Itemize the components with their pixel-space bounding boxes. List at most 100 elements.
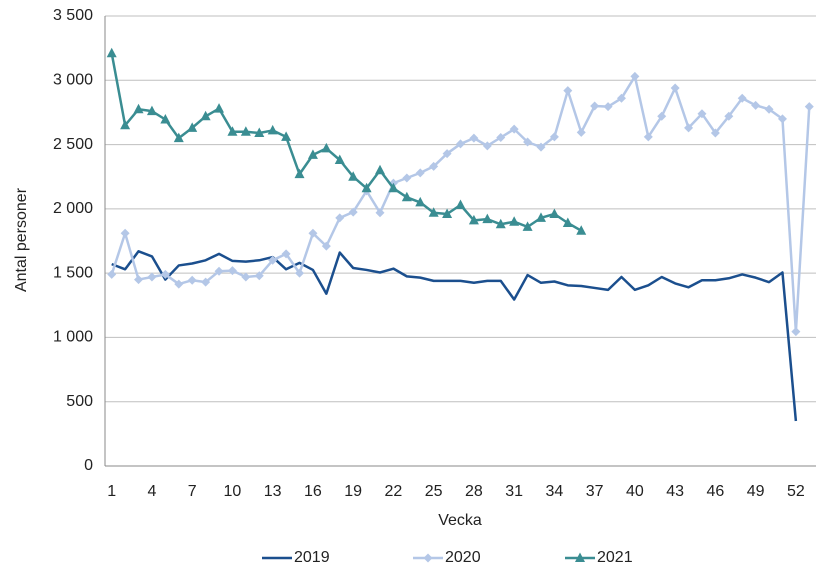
data-point — [456, 139, 465, 149]
data-point — [348, 207, 358, 217]
x-tick-label: 22 — [385, 483, 403, 500]
data-point — [562, 217, 573, 227]
data-point — [455, 199, 466, 209]
data-point — [147, 272, 157, 282]
legend-marker — [575, 552, 585, 562]
data-point — [106, 47, 117, 58]
x-tick-label: 4 — [147, 483, 156, 500]
data-point — [214, 266, 224, 276]
data-point — [267, 124, 278, 135]
data-point — [415, 196, 426, 207]
x-tick-label: 7 — [188, 483, 197, 500]
data-point — [482, 213, 493, 224]
data-point — [684, 123, 694, 133]
data-point — [307, 149, 318, 159]
x-tick-label: 43 — [666, 483, 684, 500]
data-point — [603, 102, 613, 112]
x-tick-label: 16 — [304, 483, 322, 500]
legend-label: 2020 — [445, 549, 481, 566]
data-point — [630, 71, 640, 81]
x-axis-label: Vecka — [438, 512, 482, 529]
data-point — [804, 102, 814, 112]
data-point — [535, 212, 546, 222]
data-point — [227, 266, 237, 276]
data-point — [294, 168, 305, 179]
data-point — [536, 142, 546, 152]
x-tick-label: 25 — [425, 483, 443, 500]
data-point — [590, 101, 600, 111]
y-axis-label: Antal personer — [13, 187, 30, 292]
data-point — [401, 191, 412, 202]
legend-label: 2019 — [294, 549, 330, 566]
data-point — [724, 111, 734, 121]
data-point — [509, 216, 520, 226]
data-point — [737, 93, 747, 103]
data-point — [120, 119, 131, 130]
data-point — [549, 132, 559, 142]
data-point — [415, 168, 425, 178]
data-point — [160, 114, 171, 124]
data-point — [173, 132, 184, 143]
y-tick-label: 0 — [84, 457, 93, 474]
data-point — [522, 221, 533, 231]
data-point — [240, 126, 251, 136]
data-point — [335, 213, 345, 223]
data-point — [321, 241, 331, 251]
x-tick-label: 28 — [465, 483, 483, 500]
x-tick-label: 49 — [747, 483, 765, 500]
x-tick-label: 31 — [505, 483, 523, 500]
data-point — [375, 208, 385, 218]
data-point — [321, 142, 332, 153]
data-point — [482, 141, 492, 151]
x-tick-label: 34 — [546, 483, 564, 500]
data-point — [509, 124, 519, 134]
x-tick-label: 19 — [344, 483, 362, 500]
data-point — [657, 111, 667, 121]
data-point — [469, 133, 479, 143]
data-point — [334, 154, 345, 164]
data-point — [281, 249, 291, 259]
y-tick-label: 3 000 — [53, 72, 93, 89]
y-tick-label: 2 500 — [53, 136, 93, 153]
data-point — [442, 149, 452, 159]
legend-marker — [423, 553, 433, 563]
data-point — [133, 103, 144, 114]
data-point — [388, 182, 399, 193]
data-point — [496, 133, 506, 142]
data-point — [348, 171, 359, 181]
data-point — [523, 137, 533, 147]
data-point — [549, 208, 560, 218]
data-point — [214, 103, 225, 113]
data-point — [791, 327, 801, 337]
y-tick-label: 2 000 — [53, 200, 93, 217]
data-point — [375, 164, 386, 175]
data-point — [751, 100, 761, 110]
legend-label: 2021 — [597, 549, 633, 566]
data-point — [402, 173, 412, 183]
data-point — [442, 208, 453, 218]
data-point — [576, 127, 586, 137]
data-point — [429, 161, 439, 171]
data-point — [710, 128, 720, 138]
data-point — [187, 275, 197, 285]
data-point — [160, 269, 170, 279]
data-point — [107, 269, 117, 279]
data-point — [563, 86, 573, 96]
data-point — [616, 93, 626, 103]
data-point — [670, 83, 680, 93]
y-tick-label: 500 — [66, 393, 93, 410]
data-point — [201, 277, 211, 287]
data-point — [468, 214, 479, 225]
x-tick-label: 1 — [107, 483, 116, 500]
data-point — [281, 131, 292, 141]
data-point — [134, 275, 144, 285]
data-point — [777, 114, 787, 124]
data-point — [308, 228, 318, 238]
data-point — [643, 132, 653, 142]
x-tick-label: 37 — [586, 483, 604, 500]
data-point — [697, 109, 707, 119]
x-tick-label: 46 — [706, 483, 724, 500]
data-point — [495, 218, 506, 229]
data-point — [576, 225, 587, 235]
